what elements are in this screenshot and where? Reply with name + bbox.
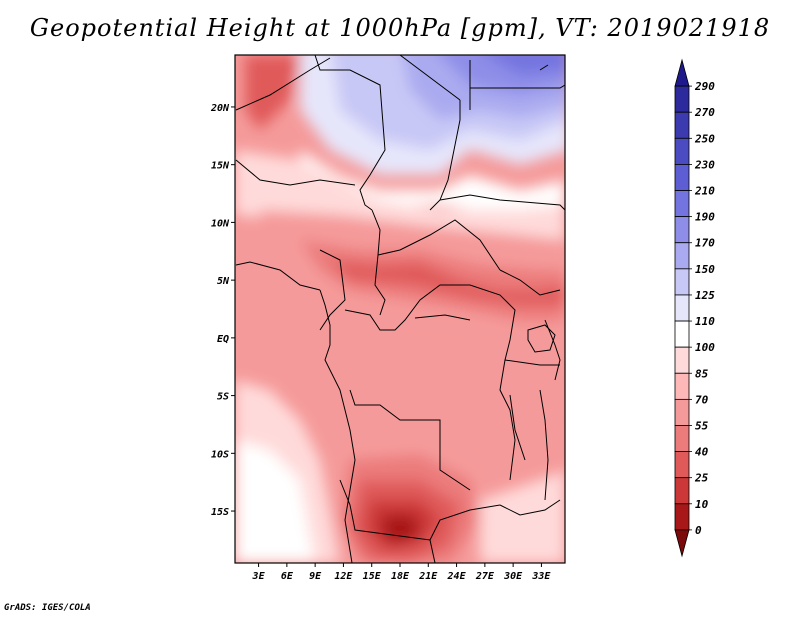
colorbar-segment — [675, 60, 689, 86]
colorbar-segment — [675, 138, 689, 164]
colorbar-label: 250 — [694, 132, 715, 145]
colorbar-label: 10 — [695, 498, 709, 511]
colorbar-segment — [675, 425, 689, 451]
colorbar-label: 25 — [694, 472, 709, 485]
colorbar-label: 85 — [695, 367, 709, 380]
lon-tick-label: 24E — [447, 571, 467, 582]
lat-tick-label: 5N — [217, 276, 230, 287]
lon-tick-label: 15E — [363, 571, 382, 582]
colorbar-segment — [675, 112, 689, 138]
lon-tick-label: 18E — [391, 571, 410, 582]
lon-tick-label: 3E — [252, 571, 266, 582]
colorbar-label: 170 — [695, 237, 715, 250]
colorbar: 2902702502302101901701501251101008570554… — [675, 60, 715, 556]
latitude-axis: 20N 15N 10N 5N EQ 5S 10S 15S — [210, 103, 235, 518]
colorbar-segment — [675, 295, 689, 321]
lon-tick-label: 12E — [334, 571, 353, 582]
lat-tick-label: 10N — [211, 218, 230, 229]
colorbar-segment — [675, 86, 689, 112]
lon-tick-label: 27E — [475, 571, 495, 582]
map-figure: 3E 6E 9E 12E 15E 18E 21E 24E 27E 30E 33E 20N 15N 10N… — [0, 0, 800, 618]
lat-tick-label: 20N — [210, 103, 230, 114]
colorbar-segment — [675, 373, 689, 399]
colorbar-label: 110 — [695, 315, 715, 328]
colorbar-label: 270 — [694, 106, 715, 119]
lon-tick-label: 30E — [503, 571, 523, 582]
lon-tick-label: 9E — [309, 571, 322, 582]
colorbar-segment — [675, 243, 689, 269]
colorbar-label: 125 — [695, 289, 715, 302]
colorbar-label: 210 — [694, 185, 715, 198]
colorbar-segment — [675, 217, 689, 243]
colorbar-segment — [675, 478, 689, 504]
colorbar-label: 230 — [694, 158, 715, 171]
lon-tick-label: 6E — [281, 571, 294, 582]
longitude-axis: 3E 6E 9E 12E 15E 18E 21E 24E 27E 30E 33E — [252, 563, 552, 582]
colorbar-segment — [675, 530, 689, 556]
colorbar-segment — [675, 321, 689, 347]
colorbar-label: 55 — [695, 419, 709, 432]
grads-credit: GrADS: IGES/COLA — [4, 603, 91, 613]
colorbar-label: 0 — [695, 524, 702, 537]
lon-tick-label: 21E — [418, 571, 438, 582]
colorbar-label: 40 — [695, 446, 709, 459]
colorbar-segment — [675, 504, 689, 530]
colorbar-label: 150 — [695, 263, 715, 276]
colorbar-label: 100 — [695, 341, 715, 354]
colorbar-segment — [675, 191, 689, 217]
colorbar-segment — [675, 399, 689, 425]
colorbar-segment — [675, 269, 689, 295]
lat-tick-label: EQ — [217, 334, 229, 345]
lat-tick-label: 10S — [211, 449, 229, 460]
colorbar-label: 290 — [694, 80, 715, 93]
lat-tick-label: 5S — [217, 392, 229, 403]
colorbar-segment — [675, 452, 689, 478]
lat-tick-label: 15S — [211, 507, 229, 518]
colorbar-label: 70 — [695, 393, 709, 406]
lat-tick-label: 15N — [211, 161, 230, 172]
colorbar-segment — [675, 164, 689, 190]
lon-tick-label: 33E — [531, 571, 551, 582]
height-field — [235, 45, 570, 563]
colorbar-label: 190 — [695, 211, 715, 224]
colorbar-segment — [675, 347, 689, 373]
